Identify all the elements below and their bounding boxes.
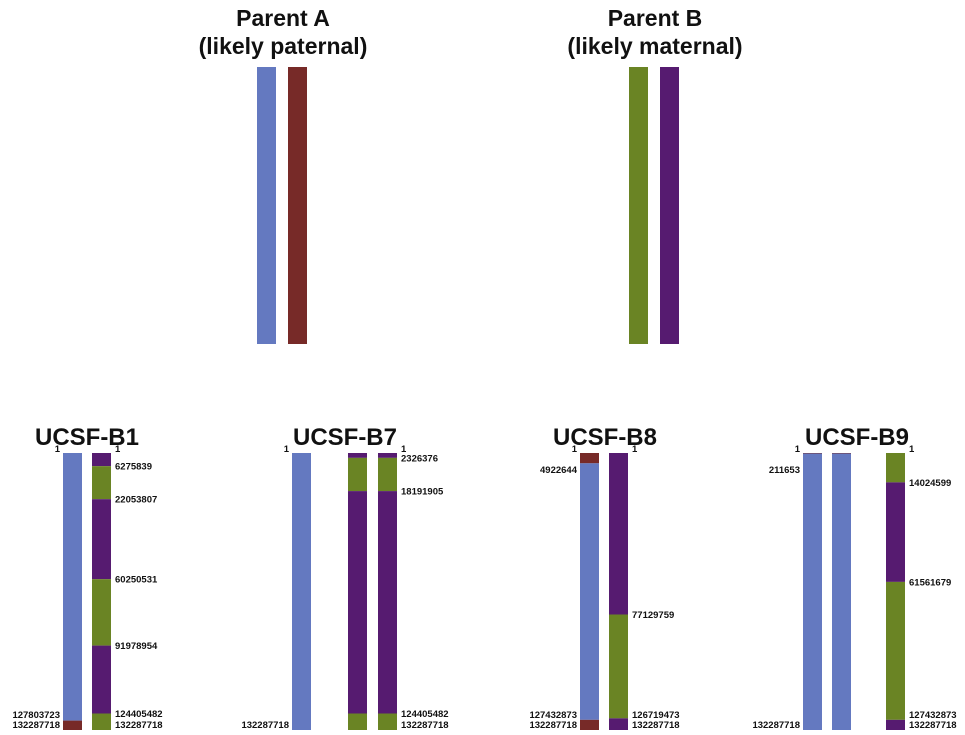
position-label: 1 <box>284 444 290 455</box>
position-label: 1 <box>632 444 638 455</box>
haplotype-segment <box>348 491 367 714</box>
position-label: 61561679 <box>909 577 951 588</box>
position-label: 132287718 <box>241 720 289 731</box>
sample-haplotype: 1 132287718 <box>241 444 311 731</box>
parent-subtitle: (likely paternal) <box>199 33 368 59</box>
haplotype-segment <box>348 457 367 492</box>
haplotype-segment <box>886 482 905 582</box>
sample-haplotype: 1 6275839 22053807 60250531 91978954 12440548… <box>92 444 163 731</box>
position-label: 132287718 <box>632 720 680 731</box>
haplotype-segment <box>378 491 397 714</box>
sample-title: UCSF-B9 <box>805 424 909 451</box>
parent-a: Parent A(likely paternal) <box>199 5 368 344</box>
position-label: 132287718 <box>115 720 163 731</box>
position-label: 127432873 <box>909 710 957 721</box>
parent-subtitle: (likely maternal) <box>567 33 742 59</box>
position-label: 1 <box>572 444 578 455</box>
sample-ucsf-b1: UCSF-B1112780372313228771816275839220538… <box>12 424 162 731</box>
parent-title: Parent A <box>236 5 330 31</box>
position-label: 1 <box>115 444 121 455</box>
sample-ucsf-b9: UCSF-B9121165313228771811402459961561679… <box>752 424 956 731</box>
haplotype-segment <box>803 453 822 730</box>
haplotype-segment <box>580 719 599 730</box>
haplotype-segment <box>63 720 82 730</box>
parent-haplotype-bar <box>660 67 679 344</box>
position-label: 1 <box>55 444 61 455</box>
haplotype-segment <box>92 453 111 467</box>
position-label: 14024599 <box>909 478 951 489</box>
haplotype-segment <box>348 453 367 458</box>
position-label: 18191905 <box>401 487 444 498</box>
haplotype-segment <box>378 457 397 492</box>
haplotype-segment <box>378 453 397 458</box>
haplotype-segment <box>580 463 599 720</box>
position-label: 1 <box>795 444 801 455</box>
sample-title: UCSF-B7 <box>293 424 397 451</box>
position-label: 124405482 <box>401 709 449 720</box>
haplotype-segment <box>832 453 851 730</box>
sample-haplotype: 1 211653 132287718 <box>752 444 822 731</box>
position-label: 132287718 <box>752 720 800 731</box>
position-label: 211653 <box>769 465 800 476</box>
haplotype-segment <box>886 581 905 720</box>
haplotype-segment <box>580 453 599 464</box>
position-label: 127803723 <box>12 710 60 721</box>
parents-section: Parent A(likely paternal)Parent B(likely… <box>199 5 743 344</box>
sample-ucsf-b8: UCSF-B8149226441274328731322877181771297… <box>529 424 679 731</box>
haplotype-segment <box>348 713 367 730</box>
parent-haplotype-bar <box>257 67 276 344</box>
haplotype-segment <box>886 719 905 730</box>
position-label: 6275839 <box>115 462 152 473</box>
haplotype-segment <box>92 499 111 580</box>
parent-title: Parent B <box>608 5 703 31</box>
position-label: 91978954 <box>115 641 158 652</box>
haplotype-segment <box>292 453 311 730</box>
position-label: 132287718 <box>12 720 60 731</box>
position-label: 60250531 <box>115 575 158 586</box>
parent-b: Parent B(likely maternal) <box>567 5 743 344</box>
position-label: 132287718 <box>529 720 577 731</box>
position-label: 127432873 <box>529 710 577 721</box>
samples-section: UCSF-B1112780372313228771816275839220538… <box>12 424 956 731</box>
haplotype-segment <box>92 713 111 730</box>
position-label: 22053807 <box>115 495 157 506</box>
haplotype-segment <box>609 614 628 719</box>
sample-title: UCSF-B1 <box>35 424 139 451</box>
haplotype-segment <box>92 579 111 646</box>
position-label: 1 <box>401 444 407 455</box>
haplotype-segment <box>609 718 628 730</box>
haplotype-segment <box>378 713 397 730</box>
position-label: 77129759 <box>632 610 674 621</box>
position-label: 4922644 <box>540 465 578 476</box>
parent-haplotype-bar <box>288 67 307 344</box>
position-label: 132287718 <box>909 720 957 731</box>
haplotype-segment <box>63 453 82 721</box>
haplotype-segment <box>92 466 111 500</box>
sample-haplotype <box>832 453 851 730</box>
position-label: 132287718 <box>401 720 449 731</box>
sample-title: UCSF-B8 <box>553 424 657 451</box>
haplotype-segment <box>609 453 628 615</box>
position-label: 126719473 <box>632 710 680 721</box>
sample-haplotype <box>348 453 367 730</box>
position-label: 2326376 <box>401 453 438 464</box>
position-label: 124405482 <box>115 709 163 720</box>
haplotype-segment <box>92 645 111 714</box>
haplotype-segment <box>886 453 905 483</box>
parent-haplotype-bar <box>629 67 648 344</box>
position-label: 1 <box>909 444 915 455</box>
sample-ucsf-b7: UCSF-B7113228771812326376181919051244054… <box>241 424 448 731</box>
